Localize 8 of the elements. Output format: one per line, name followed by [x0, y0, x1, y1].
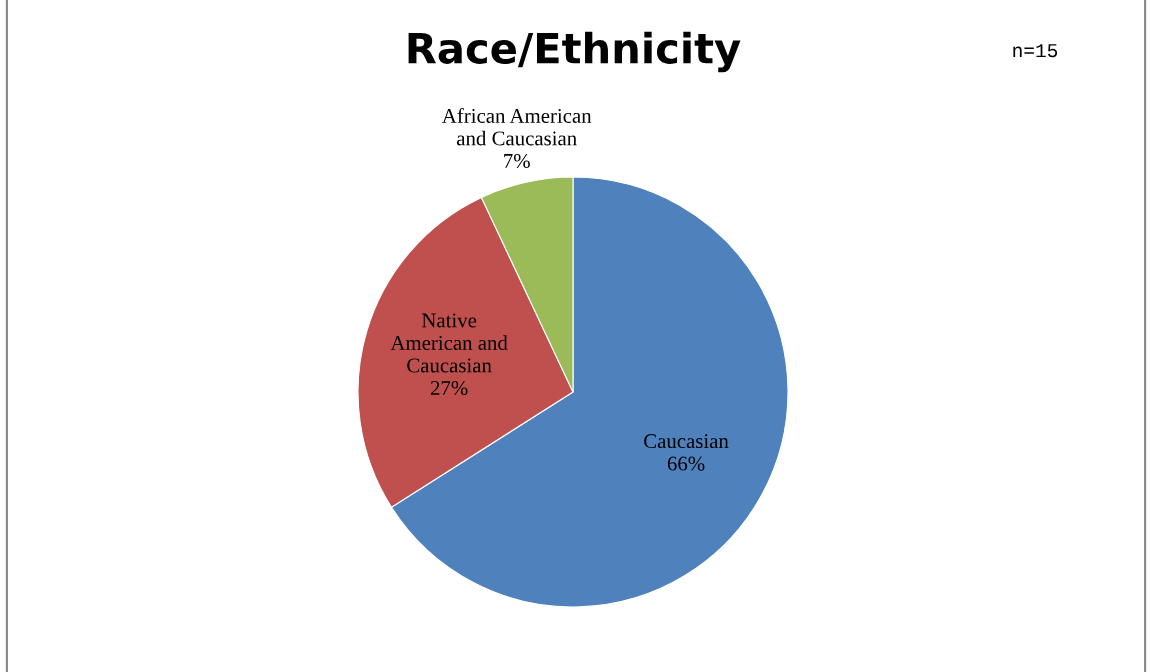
data-label: 27%: [430, 380, 468, 396]
data-label: 7%: [504, 153, 530, 168]
text: n=15: [1013, 44, 1058, 58]
data-label: 66%: [667, 456, 705, 471]
slice-label: African American and Caucasian: [442, 108, 592, 146]
chart-title: Race/Ethnicity: [408, 31, 741, 73]
slice-label: Caucasian: [644, 434, 729, 449]
slice-label: Native American and Caucasian: [390, 313, 508, 373]
